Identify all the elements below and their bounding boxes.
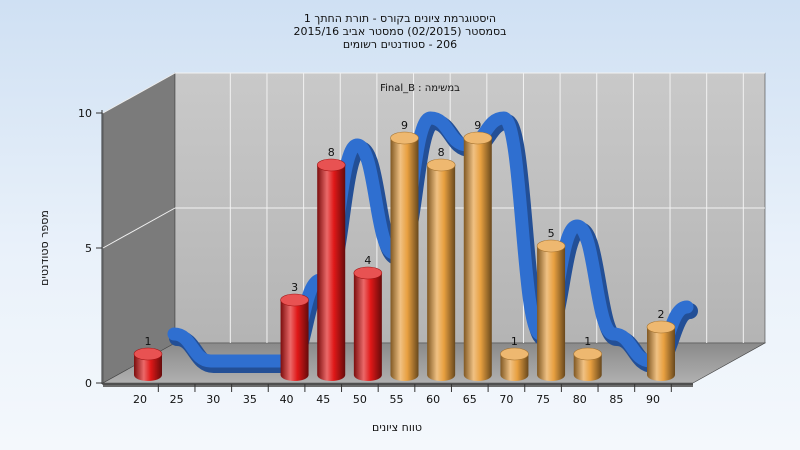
x-tick-label: 60 [426, 393, 440, 406]
x-tick-label: 30 [206, 393, 220, 406]
bar-value-label: 3 [291, 281, 298, 294]
chart-subtitle: Final_B : במשימה [380, 83, 460, 94]
bar-body [134, 354, 162, 381]
bar-value-label: 8 [438, 146, 445, 159]
x-tick-label: 35 [243, 393, 257, 406]
y-tick-label: 5 [85, 242, 92, 255]
bar-top [500, 347, 529, 361]
x-tick-label: 80 [573, 393, 587, 406]
bar-value-label: 8 [328, 146, 335, 159]
bar-value-label: 9 [401, 119, 408, 132]
bar-value-label: 1 [584, 335, 591, 348]
x-tick-label: 20 [133, 393, 147, 406]
bar-top [316, 158, 346, 172]
x-tick-label: 25 [170, 393, 184, 406]
y-tick-label: 10 [78, 107, 92, 120]
x-tick-label: 70 [499, 393, 513, 406]
bar-value-label: 1 [145, 335, 152, 348]
x-tick-label: 55 [390, 393, 404, 406]
bar: 1 [133, 335, 163, 381]
bar-top [353, 266, 383, 280]
x-tick-label: 75 [536, 393, 550, 406]
x-tick-label: 85 [609, 393, 623, 406]
bar-body [463, 138, 492, 381]
chart-title-line-3: 206 - סטודנטים רשומים [342, 38, 458, 51]
bar-top [536, 239, 566, 253]
bar-top [390, 131, 419, 145]
bar: 9 [463, 119, 493, 381]
bar: 9 [390, 119, 419, 381]
bar-top [646, 320, 676, 334]
bar-top [133, 347, 163, 361]
x-tick-label: 40 [280, 393, 294, 406]
bar: 5 [536, 227, 566, 381]
bar: 8 [316, 146, 346, 381]
bar-body [427, 165, 456, 381]
y-tick-label: 0 [85, 377, 92, 390]
bar-value-label: 9 [474, 119, 481, 132]
bar: 2 [646, 308, 676, 381]
chart-title-line-1: היסטוגרמת ציונים בקורס - תורת החתך 1 [303, 12, 497, 25]
x-tick-label: 90 [646, 393, 660, 406]
bar: 4 [353, 254, 383, 381]
bar-body [353, 273, 382, 381]
bar-top [463, 131, 493, 145]
bar-value-label: 1 [511, 335, 518, 348]
bar: 1 [573, 335, 603, 381]
y-grid-line [102, 72, 176, 114]
bars-group: 1 3 8 4 9 8 9 1 5 1 2 [133, 119, 676, 381]
bar-body [647, 327, 675, 381]
y-axis-label: מספר סטודנטים [38, 210, 51, 286]
bar: 1 [500, 335, 529, 381]
x-tick-label: 65 [463, 393, 477, 406]
bar-body [317, 165, 346, 381]
bar-top [280, 293, 309, 307]
bar-body [280, 300, 309, 381]
bar-body [500, 354, 529, 381]
bar: 8 [426, 146, 456, 381]
x-tick-label: 45 [316, 393, 330, 406]
bar: 3 [280, 281, 309, 381]
chart-title-line-2: בסמסטר (02/2015) סמסטר אביב 2015/16 [293, 25, 507, 38]
bar-top [573, 347, 603, 361]
bar-value-label: 4 [364, 254, 371, 267]
bar-top [426, 158, 456, 172]
bar-value-label: 2 [658, 308, 665, 321]
x-tick-label: 50 [353, 393, 367, 406]
y-grid-line [102, 207, 176, 249]
bar-body [537, 246, 566, 381]
bar-body [390, 138, 419, 381]
bar-value-label: 5 [548, 227, 555, 240]
x-axis-label: טווח ציונים [372, 421, 422, 434]
bar-body [573, 354, 602, 381]
